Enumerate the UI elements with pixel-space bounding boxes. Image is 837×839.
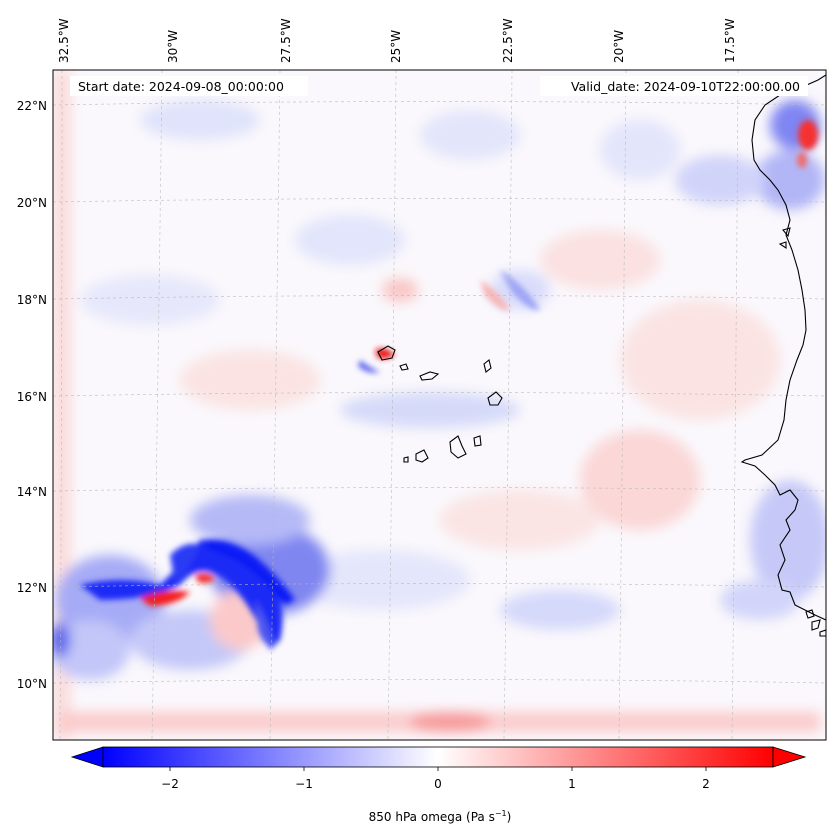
map-frame: [52, 69, 827, 741]
colorbar-tick-label: 2: [702, 777, 710, 791]
colorbar-tick-label: −1: [295, 777, 313, 791]
colorbar-ticks: −2 −1 0 1 2: [161, 767, 710, 791]
lat-label-16n: 16°N: [17, 390, 47, 404]
colorbar-tick-label: −2: [161, 777, 179, 791]
bijagos-islands: [805, 609, 826, 637]
valid-date-box: [540, 76, 808, 96]
cape-verde-santiago: [449, 435, 467, 459]
lat-label-20n: 20°N: [17, 196, 47, 210]
lat-label-12n: 12°N: [17, 581, 47, 595]
cape-verde-fogo: [415, 449, 429, 463]
latitude-labels: 22°N 20°N 18°N 16°N 14°N 12°N 10°N: [17, 99, 47, 691]
start-date-label: Start date: 2024-09-08_00:00:00: [78, 79, 284, 94]
colorbar-extend-left: [70, 746, 104, 768]
cape-verde-sao-vicente: [399, 363, 409, 371]
lon-label-30w: 30°W: [166, 30, 180, 63]
colorbar-label: 850 hPa omega (Pa s−1): [369, 809, 512, 824]
lon-label-32-5w: 32.5°W: [57, 18, 71, 63]
cape-verde-brava: [403, 456, 409, 463]
cape-verde-santo-antao: [377, 345, 396, 361]
colorbar-extend-right: [772, 746, 807, 768]
lat-label-10n: 10°N: [17, 677, 47, 691]
cape-verde-boa-vista: [487, 391, 503, 406]
colorbar-tick-label: 0: [434, 777, 442, 791]
lon-label-20w: 20°W: [612, 30, 626, 63]
lon-label-25w: 25°W: [389, 30, 403, 63]
colorbar-label-main: 850 hPa omega (Pa s: [369, 810, 495, 824]
coastlines: [377, 74, 826, 637]
colorbar-label-sup: −1: [495, 809, 507, 818]
cape-verde-sao-nicolau: [419, 371, 440, 381]
colorbar-body: [102, 746, 774, 768]
cape-verde-sal: [483, 359, 492, 373]
canary-islands: [778, 227, 791, 250]
start-date-box: [70, 76, 308, 96]
colorbar: −2 −1 0 1 2 850 hPa omega (Pa s−1): [70, 746, 807, 824]
lat-label-18n: 18°N: [17, 293, 47, 307]
gridlines: [53, 70, 826, 740]
longitude-labels: 32.5°W 30°W 27.5°W 25°W 22.5°W 20°W 17.5…: [57, 18, 737, 63]
colorbar-tick-label: 1: [568, 777, 576, 791]
map-panel: Start date: 2024-09-08_00:00:00 Valid_da…: [53, 70, 826, 740]
omega-field: [53, 70, 826, 740]
cape-verde-maio: [473, 435, 482, 447]
africa-coastline: [740, 74, 826, 621]
lon-label-22-5w: 22.5°W: [501, 18, 515, 63]
valid-date-label: Valid_date: 2024-09-10T22:00:00.00: [571, 79, 800, 94]
lat-label-14n: 14°N: [17, 485, 47, 499]
colorbar-label-close: ): [507, 810, 512, 824]
lon-label-17-5w: 17.5°W: [723, 18, 737, 63]
lat-label-22n: 22°N: [17, 99, 47, 113]
lon-label-27-5w: 27.5°W: [279, 18, 293, 63]
